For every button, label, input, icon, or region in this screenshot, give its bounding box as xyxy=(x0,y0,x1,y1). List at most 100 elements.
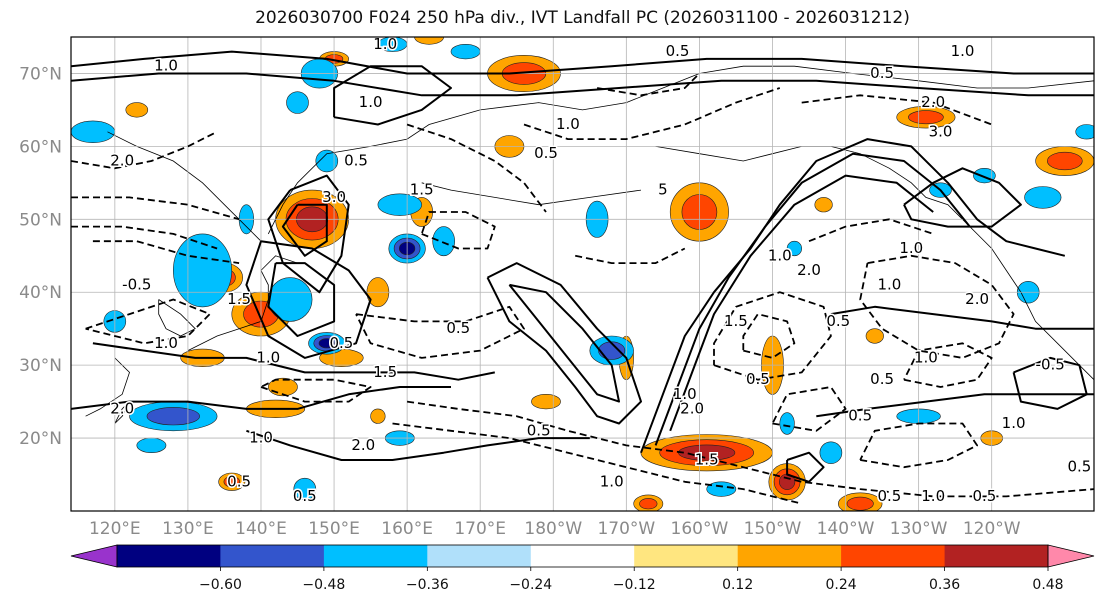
div-patch-49-ring-0 xyxy=(786,240,803,257)
div-patch-16-ring-1 xyxy=(846,496,874,511)
dashed-contour-1 xyxy=(71,225,218,250)
colorbar-box xyxy=(117,545,221,567)
lon-tick-label: 160°E xyxy=(381,519,433,539)
div-patch-6-ring-1 xyxy=(908,110,944,125)
dashed-contour-0 xyxy=(71,196,240,221)
dashed-contour-15 xyxy=(771,386,847,432)
contour-label: 1.0 xyxy=(249,429,273,447)
coastline-3 xyxy=(421,182,642,206)
contour-label: 0.5 xyxy=(446,319,470,337)
gridlines xyxy=(71,37,1094,511)
colorbar-box xyxy=(944,545,1049,567)
colorbar-box xyxy=(737,545,842,567)
lat-tick-label: 40°N xyxy=(19,283,62,303)
colorbar-extend-low xyxy=(70,544,118,568)
colorbar-box xyxy=(220,545,325,567)
dashed-contour-10 xyxy=(523,87,781,140)
contour-label: 1.0 xyxy=(556,115,580,133)
div-patch-17-ring-1 xyxy=(639,498,658,510)
solid-contour-7 xyxy=(654,152,971,446)
contour-label: 0.5 xyxy=(329,334,353,352)
solid-contours xyxy=(71,50,1094,483)
plot-frame xyxy=(70,36,1095,512)
dashed-contour-21 xyxy=(903,342,993,388)
plot-area: 1.0 1.0 0.5 1.0 0.5 1.0 1.0 2.0 3.0 0.5 0.5 1.5 5 2.0… xyxy=(71,35,1094,511)
dashed-contour-2 xyxy=(85,298,211,345)
lat-tick-label: 20°N xyxy=(19,429,62,449)
solid-contour-3 xyxy=(267,262,336,337)
div-patch-27-ring-0 xyxy=(370,408,386,424)
solid-contour-9 xyxy=(71,50,1094,75)
lon-tick-label: 180°W xyxy=(524,519,582,539)
solid-contour-14 xyxy=(816,393,1094,418)
contour-label: 3.0 xyxy=(929,122,953,140)
coastline-6 xyxy=(85,357,130,417)
contour-label: 0.5 xyxy=(534,144,558,162)
colorbar-tick-label: −0.60 xyxy=(199,577,242,593)
contour-label: 0.5 xyxy=(227,472,251,490)
div-patch-43-ring-0 xyxy=(1024,186,1062,209)
contour-label: 1.0 xyxy=(373,35,397,53)
contour-label: 0.5 xyxy=(293,487,317,505)
lon-tick-label: 130°W xyxy=(890,519,948,539)
dashed-contour-13 xyxy=(575,247,686,264)
colorbar-box xyxy=(634,545,739,567)
contour-label: -0.5 xyxy=(122,275,151,293)
div-patch-7-ring-1 xyxy=(1047,151,1083,171)
solid-contour-15 xyxy=(246,429,590,461)
div-patch-57-ring-0 xyxy=(136,437,167,454)
contour-label: 2.0 xyxy=(351,436,375,454)
colorbar-box xyxy=(530,545,635,567)
div-patch-46-ring-0 xyxy=(293,477,317,501)
div-patch-38-ring-0 xyxy=(286,91,309,114)
contour-label: 1.0 xyxy=(359,93,383,111)
solid-contour-11 xyxy=(92,342,495,381)
dashed-contour-6 xyxy=(713,291,832,381)
dashed-contour-19 xyxy=(260,378,372,403)
contour-label: 1.0 xyxy=(600,472,624,490)
contour-label: 1.0 xyxy=(877,275,901,293)
div-patch-33-ring-0 xyxy=(173,233,233,308)
div-patch-50-ring-0 xyxy=(819,441,843,464)
contour-label: 0.5 xyxy=(870,370,894,388)
contour-labels: 1.0 1.0 0.5 1.0 0.5 1.0 1.0 2.0 3.0 0.5 0.5 1.5 5 2.0… xyxy=(109,35,1093,506)
div-patch-53-ring-0 xyxy=(450,43,481,60)
colorbar-tick-label: 0.36 xyxy=(929,577,960,593)
contour-label: 2.0 xyxy=(110,399,134,417)
contour-label: 5 xyxy=(658,181,668,199)
dashed-contour-17 xyxy=(596,72,701,97)
contour-label: 1.5 xyxy=(724,312,748,330)
coastline-2 xyxy=(655,146,1094,380)
contour-label: 2.0 xyxy=(680,399,704,417)
contour-label: 0.5 xyxy=(527,421,551,439)
colorbar-extend-high xyxy=(1047,544,1095,568)
div-patch-37-ring-0 xyxy=(315,149,339,173)
contour-label: 1.0 xyxy=(768,246,792,264)
lat-tick-label: 60°N xyxy=(19,137,62,157)
contour-label: 2.0 xyxy=(797,261,821,279)
contour-label: 0.5 xyxy=(877,487,901,505)
div-patch-29-ring-2 xyxy=(318,338,335,349)
contour-label: 0.5 xyxy=(870,64,894,82)
div-patch-55-ring-0 xyxy=(1075,124,1094,140)
lon-tick-label: 120°W xyxy=(963,519,1021,539)
lon-tick-label: 170°W xyxy=(597,519,655,539)
solid-contour-19 xyxy=(786,451,825,483)
contour-label: 0.5 xyxy=(972,487,996,505)
solid-contour-17 xyxy=(333,65,452,126)
solid-contour-16 xyxy=(903,167,1022,228)
axis-labels: 70°N 60°N 50°N 40°N 30°N 20°N 120°E 130°E 140°E 1… xyxy=(19,64,1021,539)
chart-title: 2026030700 F024 250 hPa div., IVT Landfa… xyxy=(255,8,910,28)
div-patch-31-ring-1 xyxy=(598,341,626,360)
colorbar-tick-label: −0.24 xyxy=(509,577,552,593)
div-patch-48-ring-0 xyxy=(706,481,737,497)
contour-label: 1.0 xyxy=(951,42,975,60)
dashed-contour-4 xyxy=(406,400,1094,498)
dashed-contour-8 xyxy=(859,254,1015,359)
contour-label: 2.0 xyxy=(110,152,134,170)
solid-contour-2 xyxy=(245,240,372,359)
lon-tick-label: 150°W xyxy=(744,519,802,539)
contour-label: 1.0 xyxy=(1002,414,1026,432)
contour-label: 0.5 xyxy=(1067,458,1091,476)
